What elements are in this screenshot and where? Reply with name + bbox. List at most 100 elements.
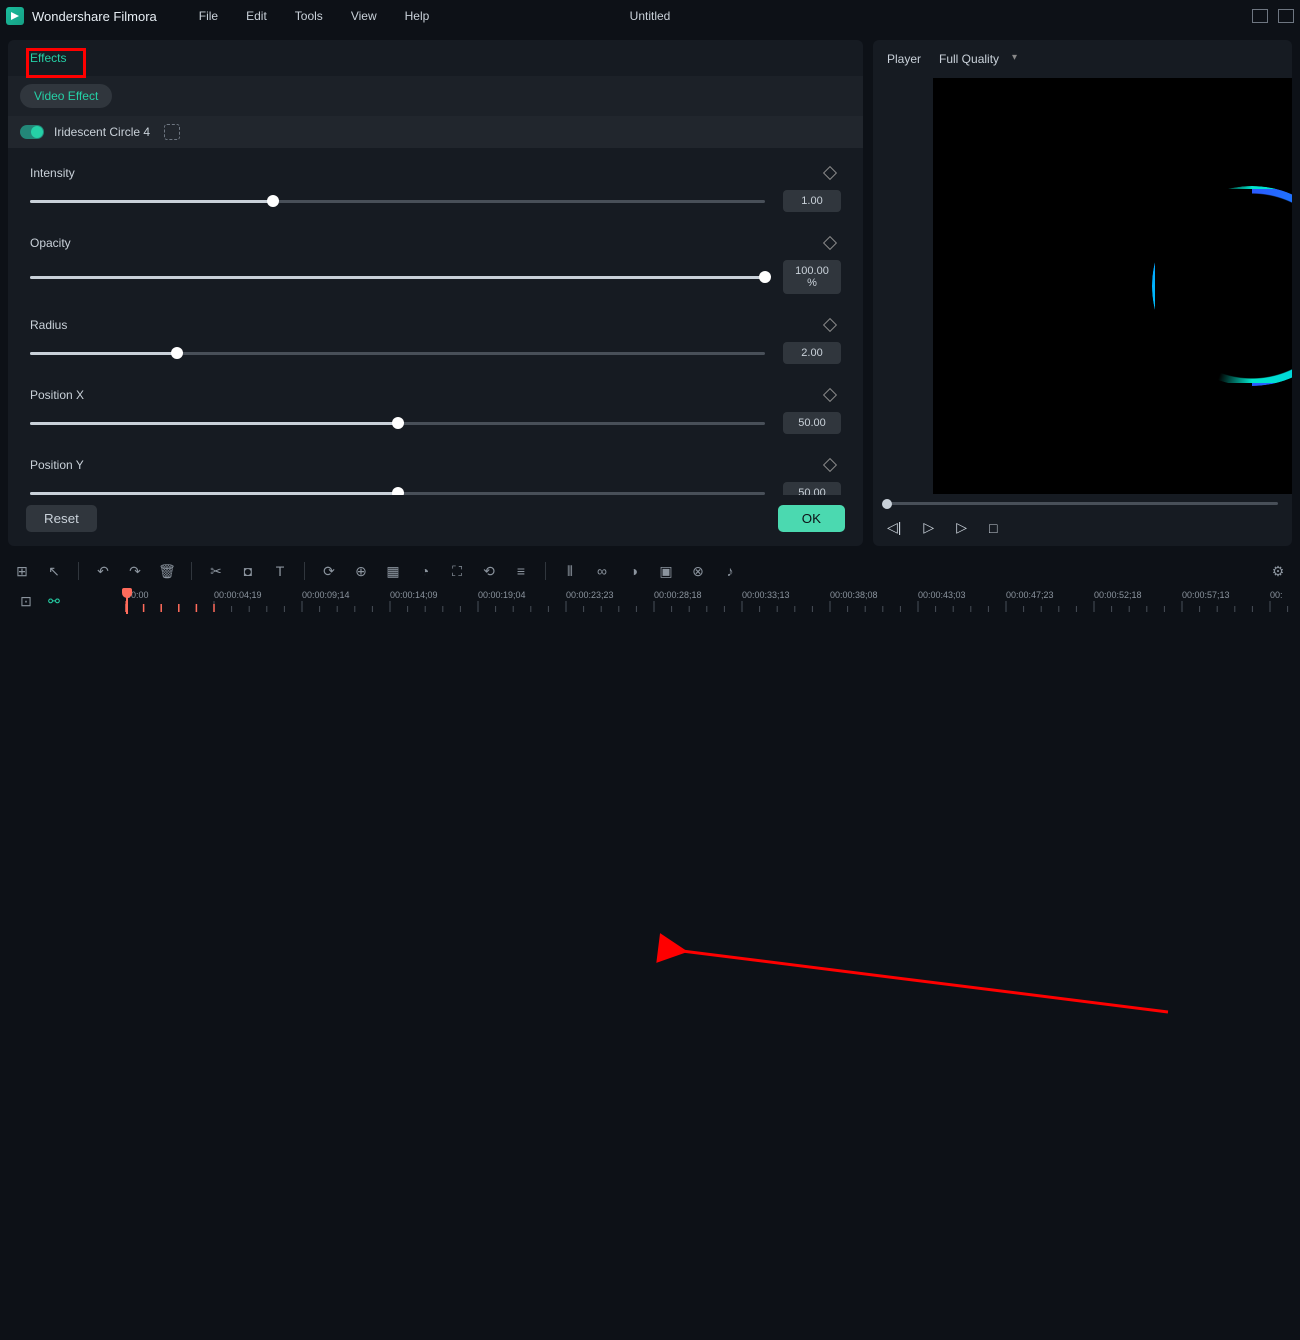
- mask-icon[interactable]: ◑: [626, 563, 642, 579]
- tab-row: Effects: [8, 40, 863, 76]
- control-position-x: Position X 50.00: [30, 388, 841, 434]
- svg-text:00:00:04;19: 00:00:04;19: [214, 590, 262, 600]
- svg-text:00:00:28;18: 00:00:28;18: [654, 590, 702, 600]
- value-input[interactable]: 1.00: [783, 190, 841, 212]
- menu-tools[interactable]: Tools: [295, 9, 323, 23]
- svg-text:00:00:23;23: 00:00:23;23: [566, 590, 614, 600]
- key-icon[interactable]: ∞: [594, 563, 610, 579]
- svg-text:00:00:52;18: 00:00:52;18: [1094, 590, 1142, 600]
- player-panel: Player Full Quality ◁| ▷ ▷ □: [873, 40, 1292, 546]
- timeline-ruler[interactable]: 00:0000:00:04;1900:00:09;1400:00:14;0900…: [122, 588, 1300, 614]
- cursor-icon[interactable]: ↖: [46, 563, 62, 579]
- menu-file[interactable]: File: [199, 9, 218, 23]
- svg-text:00:00:57;13: 00:00:57;13: [1182, 590, 1230, 600]
- svg-text:00:00:19;04: 00:00:19;04: [478, 590, 526, 600]
- filmora-logo-icon: [6, 7, 24, 25]
- player-controls: ◁| ▷ ▷ □: [873, 509, 1292, 546]
- layout-icon[interactable]: [1252, 9, 1268, 23]
- effect-type-row: Video Effect: [8, 76, 863, 116]
- mixer-icon[interactable]: ≡: [513, 563, 529, 579]
- value-input[interactable]: 50.00: [783, 412, 841, 434]
- cut-icon[interactable]: ✂: [208, 563, 224, 579]
- settings-icon[interactable]: ⚙: [1270, 563, 1286, 579]
- color-icon[interactable]: ▦: [385, 563, 401, 579]
- menubar-right: [1252, 9, 1294, 23]
- app-name: Wondershare Filmora: [32, 9, 157, 24]
- effect-name: Iridescent Circle 4: [54, 125, 150, 139]
- keyframe-icon[interactable]: [823, 166, 837, 180]
- svg-text:00:: 00:: [1270, 590, 1283, 600]
- slider-track[interactable]: [30, 422, 765, 425]
- adjust-icon[interactable]: ⫴: [562, 563, 578, 579]
- slider-track[interactable]: [30, 200, 765, 203]
- fx1-icon[interactable]: ⊕: [353, 563, 369, 579]
- delete-icon[interactable]: 🗑: [159, 563, 175, 579]
- svg-text:00:00:14;09: 00:00:14;09: [390, 590, 438, 600]
- expand-icon[interactable]: [164, 124, 180, 140]
- text-icon[interactable]: T: [272, 563, 288, 579]
- effect-header: Iridescent Circle 4: [8, 116, 863, 148]
- player-scrubber[interactable]: [873, 494, 1292, 509]
- svg-text:00:00:43;03: 00:00:43;03: [918, 590, 966, 600]
- stop-icon[interactable]: □: [989, 520, 997, 536]
- app-brand: Wondershare Filmora: [6, 7, 157, 25]
- crop-icon[interactable]: ◘: [240, 563, 256, 579]
- control-label: Intensity: [30, 166, 75, 180]
- menu-help[interactable]: Help: [405, 9, 430, 23]
- value-input[interactable]: 50.00: [783, 482, 841, 495]
- player-label: Player: [887, 52, 921, 66]
- effect-toggle[interactable]: [20, 125, 44, 139]
- slider-track[interactable]: [30, 352, 765, 355]
- value-input[interactable]: 100.00 %: [783, 260, 841, 294]
- timer-icon[interactable]: ◔: [417, 563, 433, 579]
- control-position-y: Position Y 50.00: [30, 458, 841, 495]
- audio-icon[interactable]: ♪: [722, 563, 738, 579]
- iridescent-circle-preview: [1152, 186, 1292, 386]
- svg-text:00:00:09;14: 00:00:09;14: [302, 590, 350, 600]
- control-intensity: Intensity 1.00: [30, 166, 841, 212]
- timeline-toolbar: ⊞ ↖ ↶ ↷ 🗑 ✂ ◘ T ⟳ ⊕ ▦ ◔ ⛶ ⟲ ≡ ⫴ ∞ ◑ ▣ ⊗ …: [0, 554, 1300, 588]
- annotation-arrow: [0, 667, 1300, 1340]
- refresh-icon[interactable]: ⟲: [481, 563, 497, 579]
- layout2-icon[interactable]: [1278, 9, 1294, 23]
- preview-viewport[interactable]: [933, 78, 1292, 494]
- keyframe-icon[interactable]: [823, 318, 837, 332]
- slider-track[interactable]: [30, 492, 765, 495]
- track-link-icon[interactable]: ⚯: [46, 593, 62, 609]
- menu-view[interactable]: View: [351, 9, 377, 23]
- speed-icon[interactable]: ⟳: [321, 563, 337, 579]
- timeline: ⊡ ⚯ 00:0000:00:04;1900:00:09;1400:00:14;…: [0, 588, 1300, 667]
- keyframe-icon[interactable]: [823, 236, 837, 250]
- value-input[interactable]: 2.00: [783, 342, 841, 364]
- expand2-icon[interactable]: ⛶: [449, 563, 465, 579]
- menu-edit[interactable]: Edit: [246, 9, 267, 23]
- undo-icon[interactable]: ↶: [95, 563, 111, 579]
- quality-dropdown[interactable]: Full Quality: [937, 50, 1021, 68]
- prev-frame-icon[interactable]: ◁|: [887, 519, 901, 536]
- effects-panel: Effects Video Effect Iridescent Circle 4…: [8, 40, 863, 546]
- video-effect-pill[interactable]: Video Effect: [20, 84, 112, 108]
- control-label: Position Y: [30, 458, 84, 472]
- play-icon[interactable]: ▷: [923, 519, 934, 536]
- playhead[interactable]: [126, 588, 128, 614]
- play2-icon[interactable]: ▷: [956, 519, 967, 536]
- menubar: Wondershare Filmora File Edit Tools View…: [0, 0, 1300, 32]
- timeline-track-head: ⊡ ⚯: [0, 588, 122, 614]
- track-add-icon[interactable]: ⊡: [18, 593, 34, 609]
- keyframe-icon[interactable]: [823, 388, 837, 402]
- ok-button[interactable]: OK: [778, 505, 845, 532]
- control-label: Radius: [30, 318, 67, 332]
- tab-effects[interactable]: Effects: [20, 47, 76, 69]
- control-label: Position X: [30, 388, 84, 402]
- slider-track[interactable]: [30, 276, 765, 279]
- menu-items: File Edit Tools View Help: [199, 9, 430, 23]
- redo-icon[interactable]: ↷: [127, 563, 143, 579]
- link-icon[interactable]: ⊗: [690, 563, 706, 579]
- svg-text:00:00:33;13: 00:00:33;13: [742, 590, 790, 600]
- control-radius: Radius 2.00: [30, 318, 841, 364]
- pip-icon[interactable]: ▣: [658, 563, 674, 579]
- grid-icon[interactable]: ⊞: [14, 563, 30, 579]
- reset-button[interactable]: Reset: [26, 505, 97, 532]
- control-label: Opacity: [30, 236, 71, 250]
- keyframe-icon[interactable]: [823, 458, 837, 472]
